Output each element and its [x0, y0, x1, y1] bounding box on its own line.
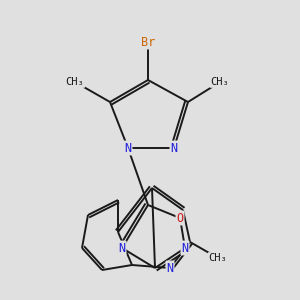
Text: CH₃: CH₃	[211, 77, 230, 87]
Text: N: N	[118, 242, 126, 254]
Text: CH₃: CH₃	[66, 77, 84, 87]
Text: O: O	[176, 212, 184, 224]
Text: Br: Br	[141, 35, 155, 49]
Text: N: N	[182, 242, 189, 254]
Text: CH₃: CH₃	[208, 253, 227, 263]
Text: N: N	[124, 142, 132, 154]
Text: N: N	[167, 262, 174, 275]
Text: N: N	[170, 142, 178, 154]
